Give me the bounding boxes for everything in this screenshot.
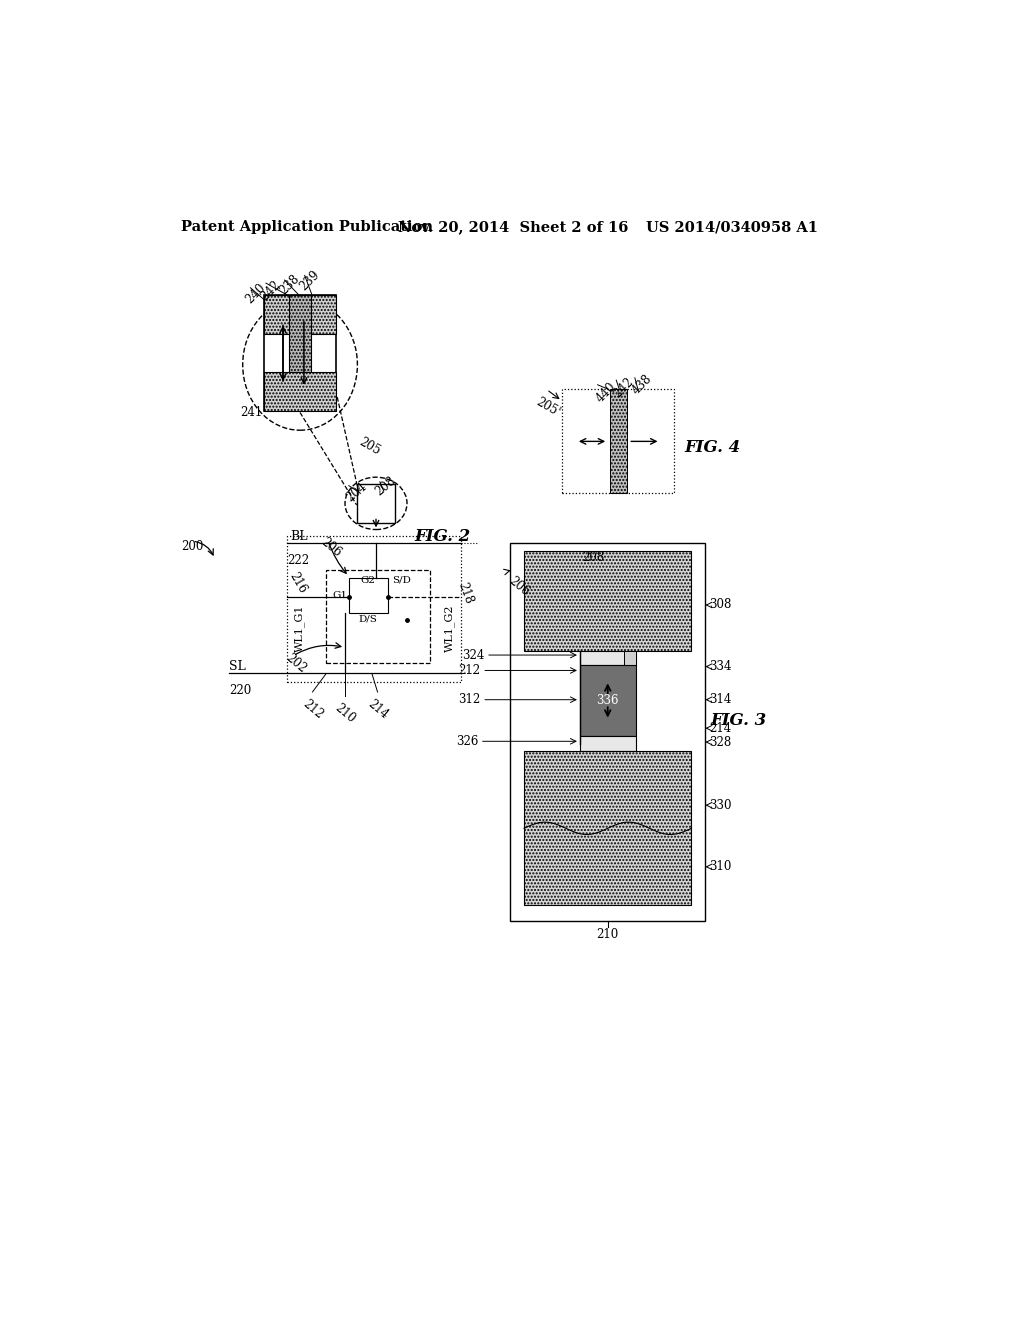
Text: 438: 438 [630,372,654,397]
Bar [524,751,691,906]
Text: FIG. 3: FIG. 3 [711,711,767,729]
Text: 218: 218 [455,581,475,606]
Text: 206: 206 [318,536,344,560]
Text: 210: 210 [597,928,618,941]
Text: 336: 336 [596,694,618,708]
Text: D/S: D/S [358,614,378,623]
Text: BL: BL [291,531,308,544]
Text: 440: 440 [594,380,618,405]
Bar [263,296,337,334]
Text: 208: 208 [373,474,398,499]
Text: 330: 330 [710,799,732,812]
Text: 239: 239 [297,268,322,293]
Text: G2: G2 [360,576,376,585]
Text: 222: 222 [288,554,310,568]
Text: 214: 214 [365,697,390,722]
Bar [349,578,388,612]
Text: 312: 312 [459,693,480,706]
Text: FIG. 2: FIG. 2 [415,528,471,545]
Text: 238: 238 [276,272,302,297]
Text: 242: 242 [258,277,283,302]
Text: FIG. 4: FIG. 4 [684,438,740,455]
Text: 212: 212 [459,664,480,677]
Text: 310: 310 [710,861,731,874]
Text: 328: 328 [710,735,731,748]
Text: 214: 214 [710,722,731,735]
Text: 206: 206 [506,574,531,598]
Text: 205': 205' [534,396,562,420]
Text: 200: 200 [180,540,203,553]
Text: 202: 202 [283,651,308,676]
Bar [356,484,395,523]
Bar [287,536,461,682]
Bar [562,389,675,494]
Text: G1: G1 [332,591,347,601]
Bar [580,665,636,737]
Bar [609,389,627,494]
Text: S/D: S/D [392,576,411,585]
Text: 326: 326 [456,735,478,748]
Text: WL1_G1: WL1_G1 [295,605,305,652]
Text: 334: 334 [710,660,732,673]
Text: 204: 204 [343,480,369,504]
Bar [524,552,691,651]
Text: WL1_G2: WL1_G2 [444,605,455,652]
Text: 242: 242 [611,376,637,400]
Text: 220: 220 [228,684,251,697]
Bar [580,737,636,751]
Text: 216: 216 [287,570,309,597]
Text: SL: SL [228,660,246,673]
Text: 205: 205 [356,436,383,458]
Text: 314: 314 [710,693,731,706]
Text: 241: 241 [241,407,262,420]
Text: US 2014/0340958 A1: US 2014/0340958 A1 [646,220,818,234]
Text: 210: 210 [333,701,357,726]
Text: 212: 212 [300,697,325,722]
Bar [580,651,636,665]
Bar [326,570,430,663]
Bar [510,544,706,921]
Text: 240: 240 [243,281,267,306]
Bar [289,296,311,372]
Text: Patent Application Publication: Patent Application Publication [180,220,433,234]
Bar [263,372,337,411]
Bar [624,651,636,737]
Bar [263,296,337,411]
Text: 208: 208 [582,552,604,564]
Text: 324: 324 [462,648,484,661]
Text: 308: 308 [710,598,731,611]
Text: Nov. 20, 2014  Sheet 2 of 16: Nov. 20, 2014 Sheet 2 of 16 [397,220,628,234]
